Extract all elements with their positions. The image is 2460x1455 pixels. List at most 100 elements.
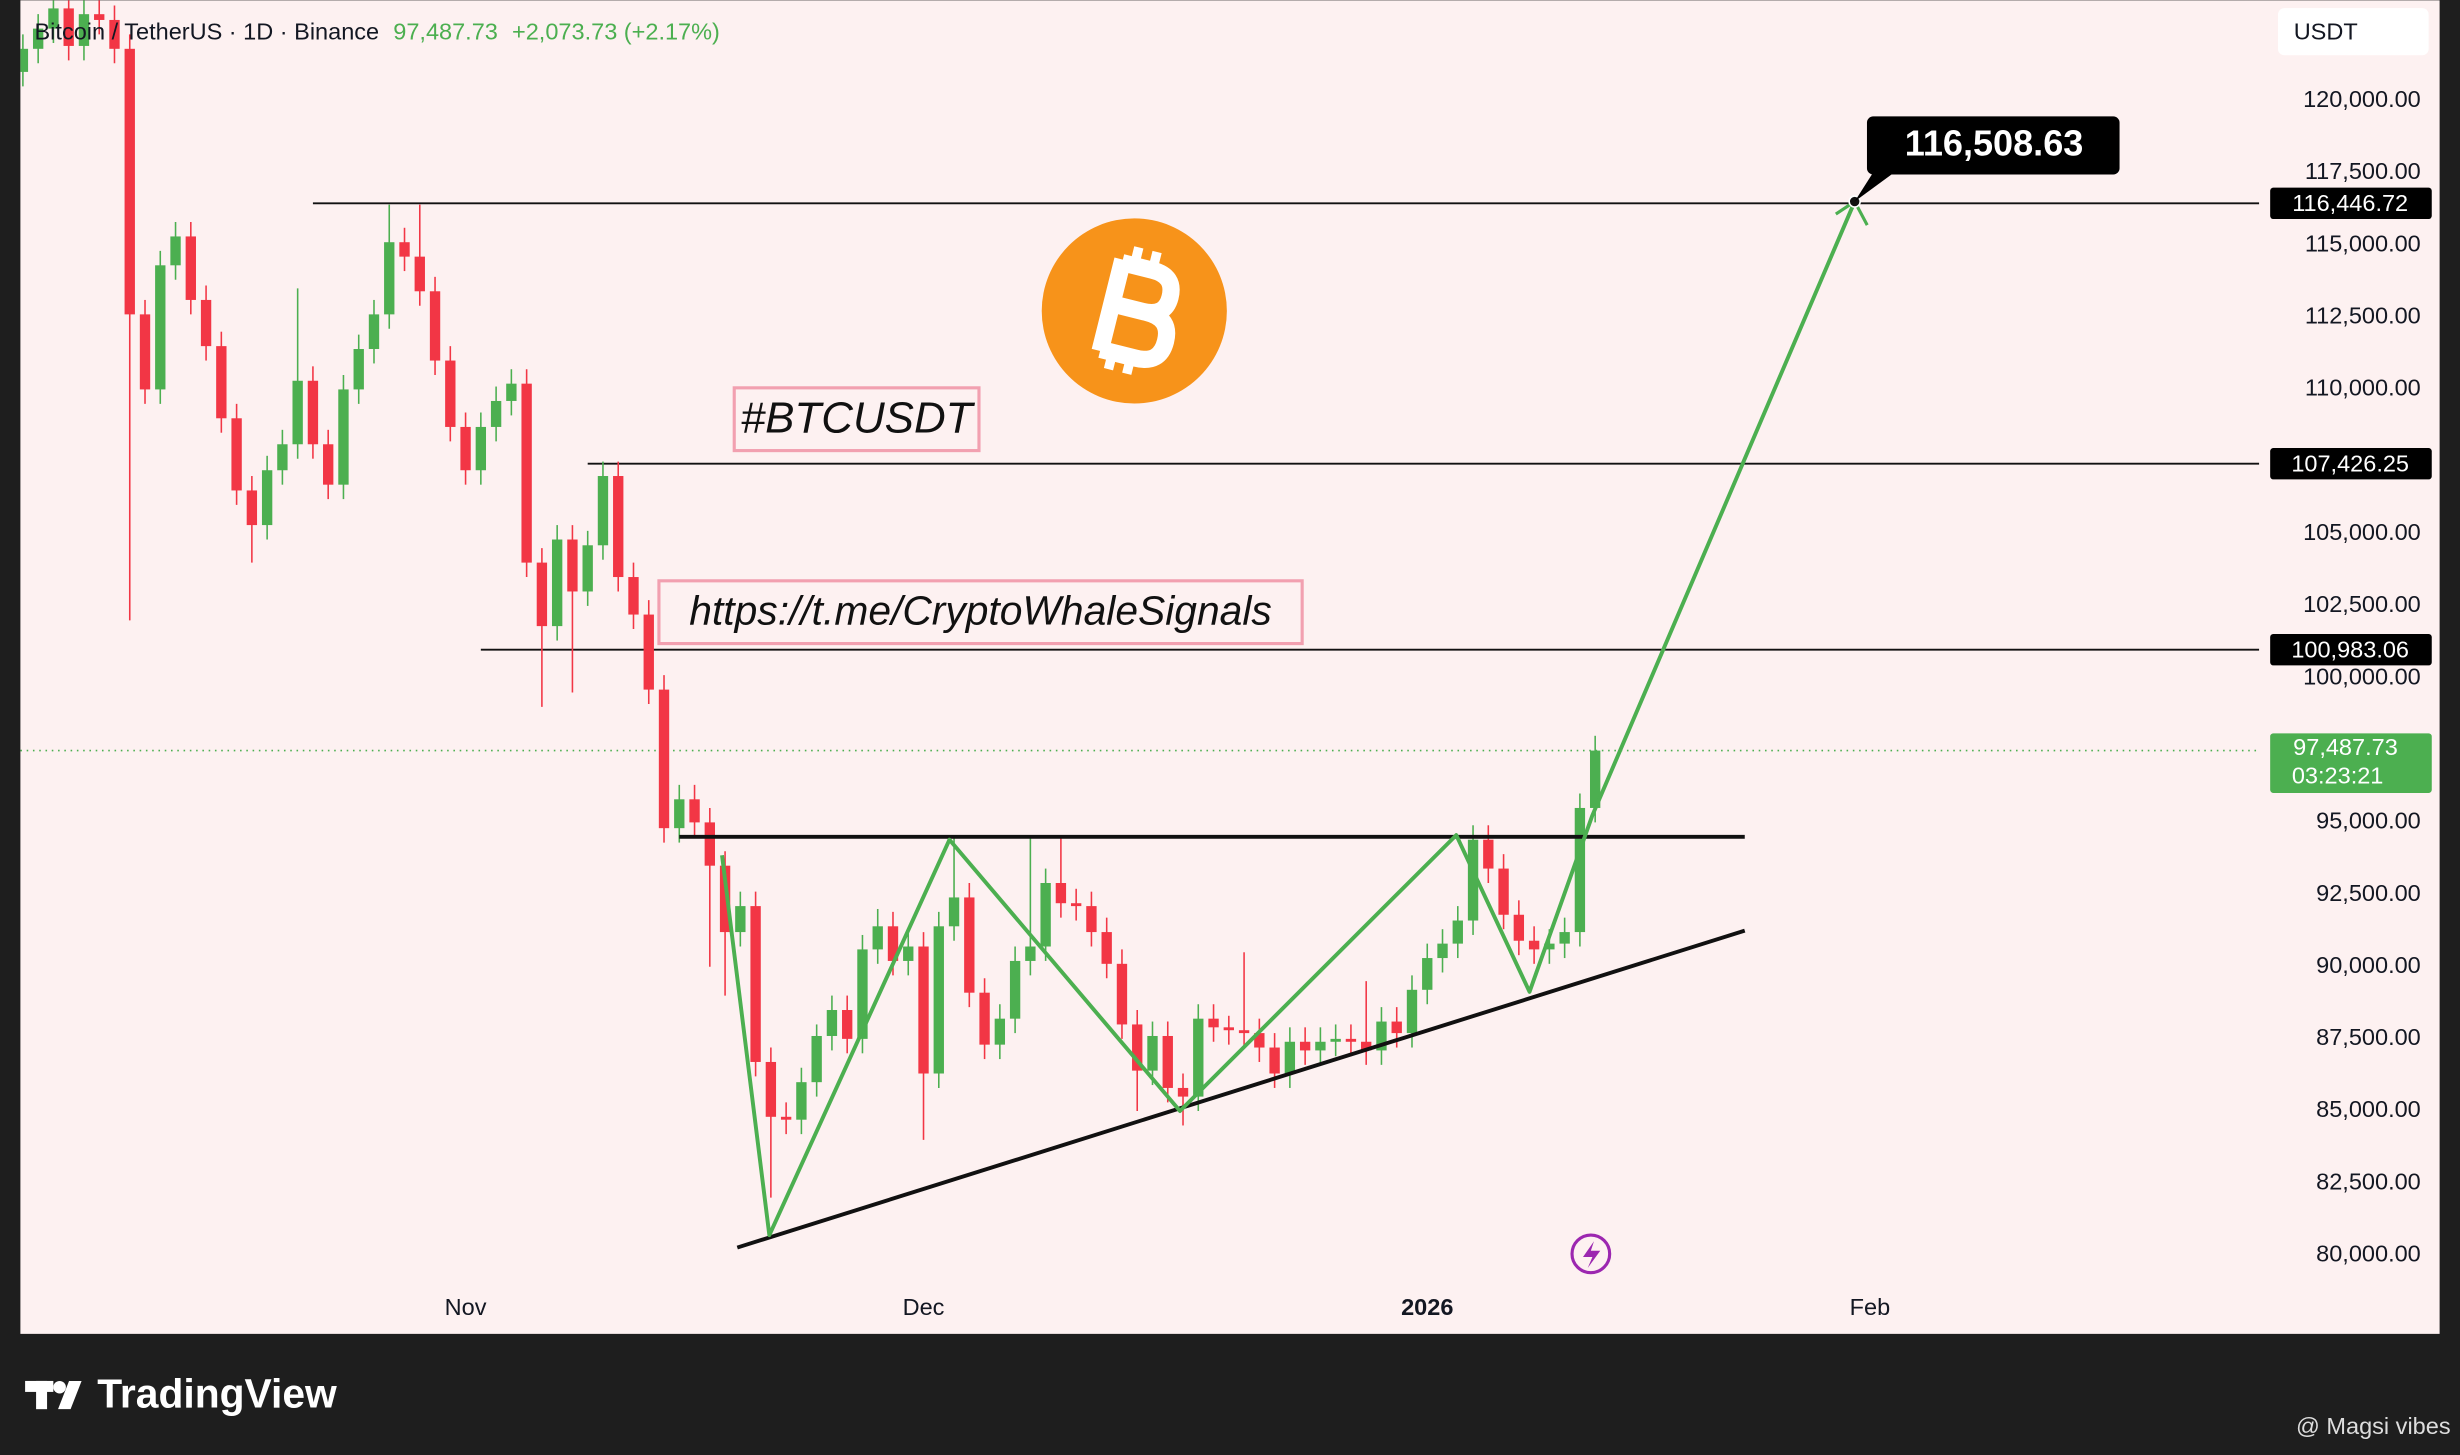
candle-body: [1589, 750, 1601, 808]
candle-body: [1238, 1030, 1250, 1034]
header: Bitcoin / TetherUS · 1D · Binance 97,487.…: [35, 18, 720, 44]
candle-body: [735, 906, 746, 933]
candle-body: [689, 799, 700, 823]
candle-body: [307, 380, 319, 445]
currency: USDT: [2294, 18, 2358, 44]
candle-body: [1513, 914, 1525, 941]
candle-body: [292, 380, 303, 445]
candle-body: [1574, 807, 1586, 933]
candle-body: [1101, 932, 1112, 964]
support-line: [736, 928, 1746, 1250]
event-icon: [1570, 1233, 1612, 1275]
candle-body: [1040, 883, 1051, 947]
candle-body: [842, 1010, 853, 1039]
y-tick-label: 80,000.00: [2316, 1241, 2421, 1267]
candle-body: [536, 562, 548, 627]
candle-body: [323, 444, 334, 485]
candle-body: [658, 689, 670, 829]
candle-body: [872, 926, 883, 950]
candle-body: [1223, 1027, 1234, 1031]
candle-body: [1376, 1021, 1387, 1051]
y-tick-label: 92,500.00: [2316, 880, 2421, 906]
candle-body: [384, 242, 395, 315]
candle-body: [765, 1061, 777, 1117]
candle-body: [643, 614, 654, 690]
credit: @ Magsi vibes: [2296, 1413, 2451, 1439]
symbol: Bitcoin / TetherUS · 1D · Binance: [35, 18, 380, 44]
candle-body: [200, 299, 212, 347]
candle-body: [613, 476, 624, 578]
candle-body: [719, 865, 731, 933]
y-tick-label: 87,500.00: [2316, 1024, 2421, 1050]
candle-body: [429, 291, 441, 361]
chart-panel: [20, 0, 2440, 1334]
annotation-box: [657, 579, 1304, 646]
candle-body: [1422, 958, 1433, 990]
candle-body: [1009, 960, 1021, 1019]
candle-body: [1391, 1021, 1402, 1034]
candle-body: [1330, 1038, 1341, 1042]
candle-body: [109, 19, 120, 49]
level-label: 107,426.25: [2291, 450, 2409, 476]
candle-body: [124, 48, 135, 315]
candle-body: [338, 389, 349, 485]
overlay: 80,000.00 82,500.00 85,000.00 87,500.00 90,0…: [445, 86, 2432, 1320]
candle-body: [445, 360, 456, 427]
candle-body: [399, 242, 410, 257]
candle-body: [826, 1010, 838, 1036]
x-tick-label: Dec: [903, 1294, 945, 1320]
candle-body: [1345, 1038, 1357, 1042]
price-label-box: [2270, 733, 2432, 793]
candle-body: [1467, 839, 1479, 921]
candle-body: [1269, 1047, 1280, 1074]
target-callout: [1854, 167, 1902, 202]
candle-body: [597, 476, 609, 546]
candle-body: [216, 346, 227, 419]
y-tick-label: 100,000.00: [2303, 663, 2421, 689]
candle-body: [918, 946, 929, 1074]
candle-body: [1116, 963, 1128, 1025]
candle-body: [1254, 1033, 1265, 1048]
candle-body: [1544, 943, 1555, 950]
candle-body: [750, 906, 761, 1062]
candle-body: [1070, 903, 1082, 907]
y-tick-label: 90,000.00: [2316, 952, 2421, 978]
candle-body: [94, 14, 105, 20]
candle-body: [1452, 920, 1463, 944]
level-label: 116,446.72: [2292, 190, 2408, 216]
candle-body: [414, 256, 425, 292]
last-price: 97,487.73: [393, 18, 498, 44]
level-label-box: [2270, 634, 2432, 666]
y-tick-label: 110,000.00: [2305, 375, 2421, 401]
candle-body: [1361, 1041, 1372, 1051]
candle-body: [887, 926, 899, 961]
target-label: 116,508.63: [1905, 123, 2084, 164]
candle-body: [63, 8, 74, 46]
candle-body: [567, 539, 578, 592]
candle-body: [979, 992, 990, 1045]
x-tick-label: Nov: [445, 1294, 487, 1320]
candle-body: [933, 926, 944, 1074]
candle-body: [1177, 1087, 1189, 1097]
candle-body: [811, 1035, 822, 1083]
candle-body: [1315, 1041, 1326, 1051]
candle-body: [1559, 932, 1570, 944]
candle-body: [460, 426, 471, 471]
y-tick-label: 112,500.00: [2305, 302, 2421, 328]
candle-body: [903, 946, 914, 961]
level-label-box: [2270, 448, 2432, 480]
candle-body: [1055, 883, 1067, 904]
candle-body: [704, 822, 715, 866]
candle-body: [1162, 1035, 1173, 1088]
candle-body: [353, 349, 364, 390]
candle-body: [1132, 1024, 1143, 1071]
candle-body: [674, 799, 685, 829]
candle-body: [1483, 839, 1494, 869]
candle-body: [170, 236, 181, 266]
candle-body: [185, 236, 196, 300]
candle-body: [551, 539, 563, 627]
candle-body: [1437, 943, 1448, 959]
candle-body: [1086, 906, 1097, 933]
candle-body: [1498, 868, 1509, 915]
